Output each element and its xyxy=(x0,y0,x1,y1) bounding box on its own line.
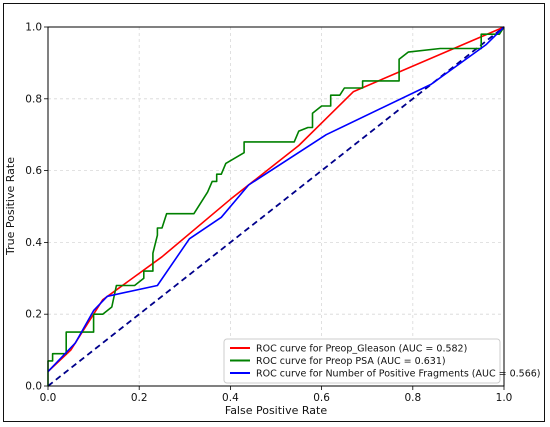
x-tick-label: 0.8 xyxy=(404,392,421,404)
y-tick-label: 0.8 xyxy=(25,93,42,105)
series-line-2 xyxy=(47,26,505,386)
y-axis-ticks: 0.0 0.2 0.4 0.6 0.8 1.0 xyxy=(25,22,48,393)
x-tick-label: 0.0 xyxy=(40,392,57,404)
x-axis-label: False Positive Rate xyxy=(225,404,327,417)
legend-label-1: ROC curve for Preop_Gleason (AUC = 0.582… xyxy=(256,343,467,354)
y-tick-label: 0.4 xyxy=(25,237,42,249)
series-lines xyxy=(47,26,505,387)
plot-border xyxy=(47,26,505,387)
series-line-3 xyxy=(47,26,505,373)
y-axis-label: True Positive Rate xyxy=(4,157,17,256)
x-tick-label: 0.4 xyxy=(222,392,239,404)
x-tick-label: 0.6 xyxy=(313,392,330,404)
x-axis-ticks: 0.0 0.2 0.4 0.6 0.8 1.0 xyxy=(40,386,513,404)
y-tick-label: 0.6 xyxy=(25,165,42,177)
chance-diagonal-line xyxy=(47,26,505,387)
legend-box xyxy=(223,338,501,384)
y-tick-label: 0.2 xyxy=(25,309,42,321)
x-tick-label: 0.2 xyxy=(131,392,148,404)
legend-label-3: ROC curve for Number of Positive Fragmen… xyxy=(256,368,541,379)
legend: ROC curve for Preop_Gleason (AUC = 0.582… xyxy=(223,338,541,384)
legend-label-2: ROC curve for Preop PSA (AUC = 0.631) xyxy=(256,356,446,367)
x-tick-label: 1.0 xyxy=(496,392,513,404)
y-tick-label: 0.0 xyxy=(25,381,42,393)
y-tick-label: 1.0 xyxy=(25,22,42,34)
